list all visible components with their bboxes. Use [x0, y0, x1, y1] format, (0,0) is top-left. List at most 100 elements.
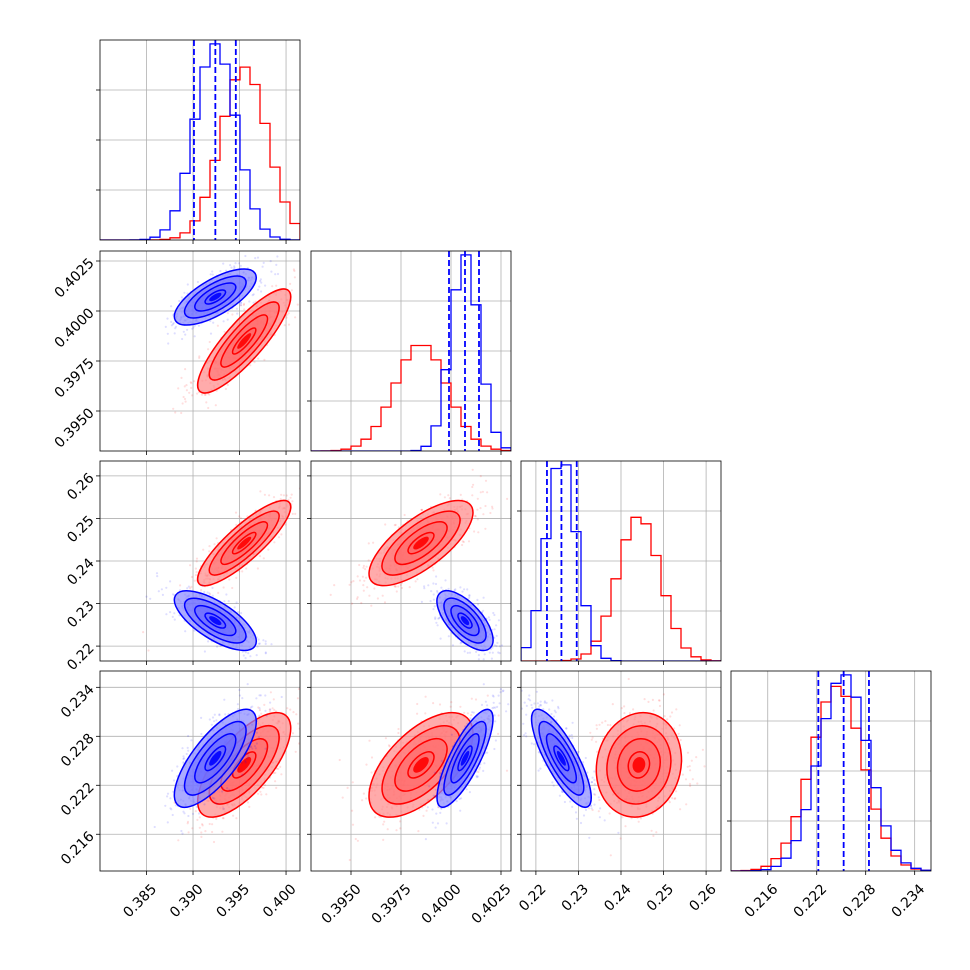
scatter-point: [201, 823, 204, 826]
scatter-point: [490, 657, 493, 660]
scatter-point: [201, 584, 204, 587]
scatter-point: [479, 475, 482, 478]
scatter-point: [365, 763, 368, 766]
scatter-point: [432, 598, 435, 601]
scatter-point: [242, 303, 245, 307]
scatter-point: [258, 555, 262, 558]
scatter-point: [200, 835, 203, 839]
scatter-point: [194, 567, 197, 570]
scatter-point: [365, 565, 368, 568]
scatter-point: [186, 328, 189, 331]
scatter-point: [435, 621, 438, 624]
scatter-point: [211, 823, 214, 826]
scatter-point: [265, 793, 268, 796]
scatter-point: [461, 540, 464, 543]
scatter-point: [397, 731, 400, 735]
scatter-point: [178, 299, 181, 303]
scatter-point: [229, 264, 232, 267]
scatter-point: [190, 382, 193, 385]
scatter-point: [394, 585, 397, 588]
scatter-point: [315, 285, 317, 287]
histogram-red-1: [311, 344, 511, 451]
scatter-point: [477, 770, 480, 774]
scatter-point: [320, 466, 322, 468]
scatter-point: [290, 493, 293, 496]
histogram-blue-0: [100, 43, 300, 240]
scatter-point: [176, 765, 179, 768]
scatter-point: [198, 826, 201, 829]
scatter-point: [440, 586, 443, 589]
scatter-point: [393, 524, 396, 527]
scatter-point: [367, 559, 370, 562]
scatter-point: [211, 830, 214, 834]
scatter-point: [202, 548, 205, 551]
scatter-point: [474, 514, 477, 518]
scatter-point: [373, 587, 376, 590]
scatter-point: [234, 511, 238, 514]
scatter-point: [233, 265, 236, 268]
scatter-point: [203, 803, 206, 806]
scatter-point: [244, 657, 247, 660]
scatter-point: [264, 652, 267, 655]
scatter-point: [487, 616, 490, 619]
scatter-point: [477, 531, 480, 534]
scatter-point: [497, 714, 500, 717]
scatter-point: [395, 590, 398, 593]
scatter-point: [166, 792, 170, 795]
scatter-point: [482, 596, 485, 599]
scatter-point: [505, 769, 509, 772]
scatter-point: [164, 804, 167, 807]
scatter-point: [236, 312, 239, 315]
scatter-point: [447, 587, 450, 590]
scatter-point: [451, 644, 455, 647]
scatter-point: [500, 644, 504, 647]
scatter-point: [466, 588, 469, 591]
scatter-point: [260, 290, 263, 293]
scatter-point: [193, 579, 196, 582]
scatter-point: [448, 497, 451, 500]
scatter-point: [302, 479, 304, 481]
scatter-point: [239, 517, 242, 520]
scatter-point: [422, 814, 425, 818]
scatter-point: [397, 585, 400, 588]
scatter-point: [200, 732, 203, 736]
scatter-point: [308, 711, 310, 713]
scatter-point: [252, 301, 255, 304]
scatter-point: [267, 548, 270, 551]
scatter-point: [264, 747, 267, 750]
scatter-point: [179, 584, 182, 587]
scatter-point: [287, 323, 291, 326]
scatter-point: [471, 494, 474, 497]
scatter-point: [177, 839, 180, 842]
scatter-point: [372, 541, 375, 544]
scatter-point: [200, 589, 203, 592]
scatter-point: [434, 582, 438, 586]
histogram-blue-1: [311, 254, 511, 451]
scatter-point: [264, 709, 267, 713]
scatter-point: [211, 796, 214, 800]
scatter-point: [269, 260, 272, 263]
scatter-point: [351, 781, 354, 784]
scatter-point: [351, 809, 354, 812]
scatter-point: [231, 313, 234, 316]
scatter-point: [180, 296, 183, 299]
scatter-point: [256, 645, 259, 648]
scatter-point: [256, 567, 259, 570]
scatter-point: [463, 711, 466, 714]
scatter-point: [485, 662, 487, 664]
scatter-point: [208, 718, 211, 721]
panel-frame: [310, 250, 512, 452]
scatter-point: [187, 814, 190, 818]
scatter-point: [189, 381, 192, 384]
scatter-point: [269, 701, 272, 704]
scatter-point: [249, 655, 252, 658]
scatter-point: [450, 701, 453, 704]
scatter-point: [453, 589, 456, 592]
scatter-point: [226, 312, 229, 315]
scatter-point: [194, 810, 197, 813]
contour-core-blue: [209, 616, 222, 626]
scatter-point: [169, 807, 172, 810]
contour-core-red: [413, 536, 429, 550]
scatter-point: [289, 282, 292, 285]
scatter-point: [254, 257, 257, 260]
